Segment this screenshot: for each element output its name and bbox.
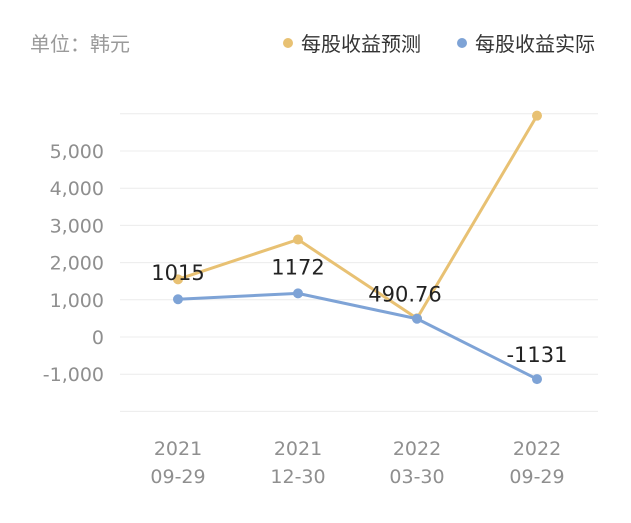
data-point-forecast [173,274,183,285]
legend-label-actual: 每股收益实际 [475,32,595,56]
legend-item-actual[interactable]: 每股收益实际 [457,28,595,57]
x-tick-label: 09-29 [509,466,564,488]
y-tick-label: 4,000 [50,178,104,200]
data-point-forecast [293,234,303,245]
data-point-actual [173,294,183,305]
y-tick-label: 1,000 [50,290,104,312]
data-label: 490.76 [368,283,441,307]
data-point-actual [532,374,542,385]
series-line-actual [177,291,538,381]
x-tick-label: 2021 [274,438,322,460]
unit-label: 单位：韩元 [30,32,130,56]
data-point-actual [293,288,303,299]
series-line-forecast [177,114,539,320]
x-tick-label: 2022 [513,438,561,460]
legend-dot-actual [457,37,467,48]
x-tick-label: 12-30 [270,466,325,488]
x-tick-label: 03-30 [389,466,444,488]
legend-item-forecast[interactable]: 每股收益预测 [283,28,421,57]
data-point-forecast [532,110,542,121]
x-tick-label: 09-29 [150,466,205,488]
y-tick-label: 2,000 [50,253,104,275]
y-tick-label: -1,000 [43,364,104,386]
data-label: 1172 [271,255,324,279]
legend-label-forecast: 每股收益预测 [301,32,421,56]
x-tick-label: 2021 [154,438,202,460]
data-point-actual [412,313,422,324]
data-label: 1015 [151,261,204,285]
x-tick-label: 2022 [393,438,441,460]
y-tick-label: 3,000 [50,215,104,237]
legend-dot-forecast [283,37,293,48]
data-label: -1131 [506,343,567,367]
y-tick-label: 0 [92,327,104,349]
y-tick-label: 5,000 [50,141,104,163]
